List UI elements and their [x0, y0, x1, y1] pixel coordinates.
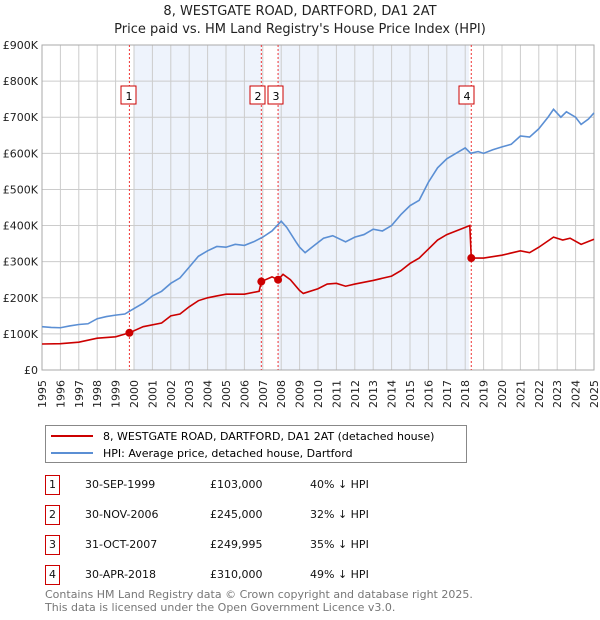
- x-tick-label: 2016: [422, 380, 435, 408]
- legend-item-property: 8, WESTGATE ROAD, DARTFORD, DA1 2AT (det…: [46, 428, 434, 444]
- sale-hpi-diff: 40% ↓ HPI: [310, 478, 369, 491]
- x-tick-label: 2023: [551, 380, 564, 408]
- x-tick-label: 2007: [257, 380, 270, 408]
- chart-subtitle: Price paid vs. HM Land Registry's House …: [114, 22, 486, 37]
- sale-hpi-diff: 35% ↓ HPI: [310, 538, 369, 551]
- shaded-period: [134, 45, 262, 370]
- x-tick-label: 2013: [367, 380, 380, 408]
- sale-date: 30-SEP-1999: [85, 478, 156, 491]
- footer: Contains HM Land Registry data © Crown c…: [45, 588, 595, 614]
- sale-price: £245,000: [210, 508, 263, 521]
- legend-label: HPI: Average price, detached house, Dart…: [103, 446, 353, 460]
- sale-marker-label: 4: [464, 90, 471, 103]
- x-tick-label: 2024: [570, 380, 583, 408]
- x-tick-label: 1995: [36, 380, 49, 408]
- x-tick-label: 1998: [91, 380, 104, 408]
- y-tick-label: £900K: [3, 39, 39, 52]
- sale-marker-box: [267, 85, 284, 105]
- y-tick-label: £700K: [3, 111, 39, 124]
- sale-point: [257, 277, 266, 286]
- x-tick-label: 2018: [459, 380, 472, 408]
- sale-marker-label: 1: [126, 90, 133, 103]
- x-tick-label: 2012: [349, 380, 362, 408]
- y-tick-label: £200K: [3, 292, 39, 305]
- x-tick-label: 2008: [275, 380, 288, 408]
- sale-date: 31-OCT-2007: [85, 538, 158, 551]
- y-tick-label: £0: [24, 364, 38, 377]
- legend-item-hpi: HPI: Average price, detached house, Dart…: [46, 445, 353, 461]
- y-tick-label: £600K: [3, 147, 39, 160]
- x-tick-label: 2014: [386, 380, 399, 408]
- series-line-property: [41, 224, 595, 345]
- footer-line-2: This data is licensed under the Open Gov…: [45, 601, 396, 614]
- x-tick-label: 2009: [294, 380, 307, 408]
- x-tick-label: 2021: [514, 380, 527, 408]
- sale-point: [274, 275, 283, 284]
- y-tick-label: £400K: [3, 220, 39, 233]
- x-tick-label: 1996: [54, 380, 67, 408]
- sales-table-row: 3 31-OCT-2007 £249,995 35% ↓ HPI: [45, 535, 505, 557]
- x-tick-label: 1999: [110, 380, 123, 408]
- sale-price: £310,000: [210, 568, 263, 581]
- sale-number-badge: 3: [45, 535, 60, 555]
- x-tick-label: 2017: [441, 380, 454, 408]
- x-tick-label: 2019: [478, 380, 491, 408]
- legend-swatch-red: [51, 435, 93, 437]
- chart-title: 8, WESTGATE ROAD, DARTFORD, DA1 2AT: [163, 4, 437, 19]
- sales-table-row: 4 30-APR-2018 £310,000 49% ↓ HPI: [45, 565, 505, 587]
- x-tick-label: 2011: [330, 380, 343, 408]
- x-tick-label: 2022: [533, 380, 546, 408]
- sale-date: 30-NOV-2006: [85, 508, 159, 521]
- legend-swatch-blue: [51, 452, 93, 454]
- x-tick-label: 2003: [183, 380, 196, 408]
- sale-marker-label: 2: [255, 90, 262, 103]
- sale-number-badge: 4: [45, 565, 60, 585]
- sales-table-row: 2 30-NOV-2006 £245,000 32% ↓ HPI: [45, 505, 505, 527]
- sale-marker-label: 3: [273, 90, 280, 103]
- sale-point: [125, 328, 134, 337]
- x-tick-label: 2005: [220, 380, 233, 408]
- x-tick-label: 2006: [238, 380, 251, 408]
- sale-date: 30-APR-2018: [85, 568, 157, 581]
- y-tick-label: £500K: [3, 183, 39, 196]
- sale-number-badge: 2: [45, 505, 60, 525]
- x-tick-label: 1997: [73, 380, 86, 408]
- plot-border: [41, 44, 595, 371]
- x-tick-label: 2001: [146, 380, 159, 408]
- y-tick-label: £300K: [3, 256, 39, 269]
- x-tick-label: 2015: [404, 380, 417, 408]
- sale-price: £249,995: [210, 538, 263, 551]
- sale-price: £103,000: [210, 478, 263, 491]
- legend-label: 8, WESTGATE ROAD, DARTFORD, DA1 2AT (det…: [103, 429, 435, 443]
- plot-area: 1995 1996 1997 1998 1999 2000 2001 2002 2003 2004…: [3, 39, 600, 408]
- x-tick-label: 2025: [588, 380, 600, 408]
- x-tick-label: 2000: [128, 380, 141, 408]
- sale-point: [467, 254, 476, 263]
- x-tick-label: 2004: [202, 380, 215, 408]
- footer-line-1: Contains HM Land Registry data © Crown c…: [45, 588, 473, 601]
- legend: 8, WESTGATE ROAD, DARTFORD, DA1 2AT (det…: [45, 425, 467, 463]
- series-line-hpi: [41, 108, 595, 329]
- x-tick-label: 2010: [312, 380, 325, 408]
- y-tick-label: £100K: [3, 328, 39, 341]
- sale-marker-box: [120, 85, 137, 105]
- sales-table-row: 1 30-SEP-1999 £103,000 40% ↓ HPI: [45, 475, 505, 497]
- sale-number-badge: 1: [45, 475, 60, 495]
- sale-hpi-diff: 49% ↓ HPI: [310, 568, 369, 581]
- x-tick-label: 2002: [165, 380, 178, 408]
- sale-marker-box: [458, 85, 475, 105]
- sale-marker-box: [249, 85, 266, 105]
- y-tick-label: £800K: [3, 75, 39, 88]
- sale-hpi-diff: 32% ↓ HPI: [310, 508, 369, 521]
- x-tick-label: 2020: [496, 380, 509, 408]
